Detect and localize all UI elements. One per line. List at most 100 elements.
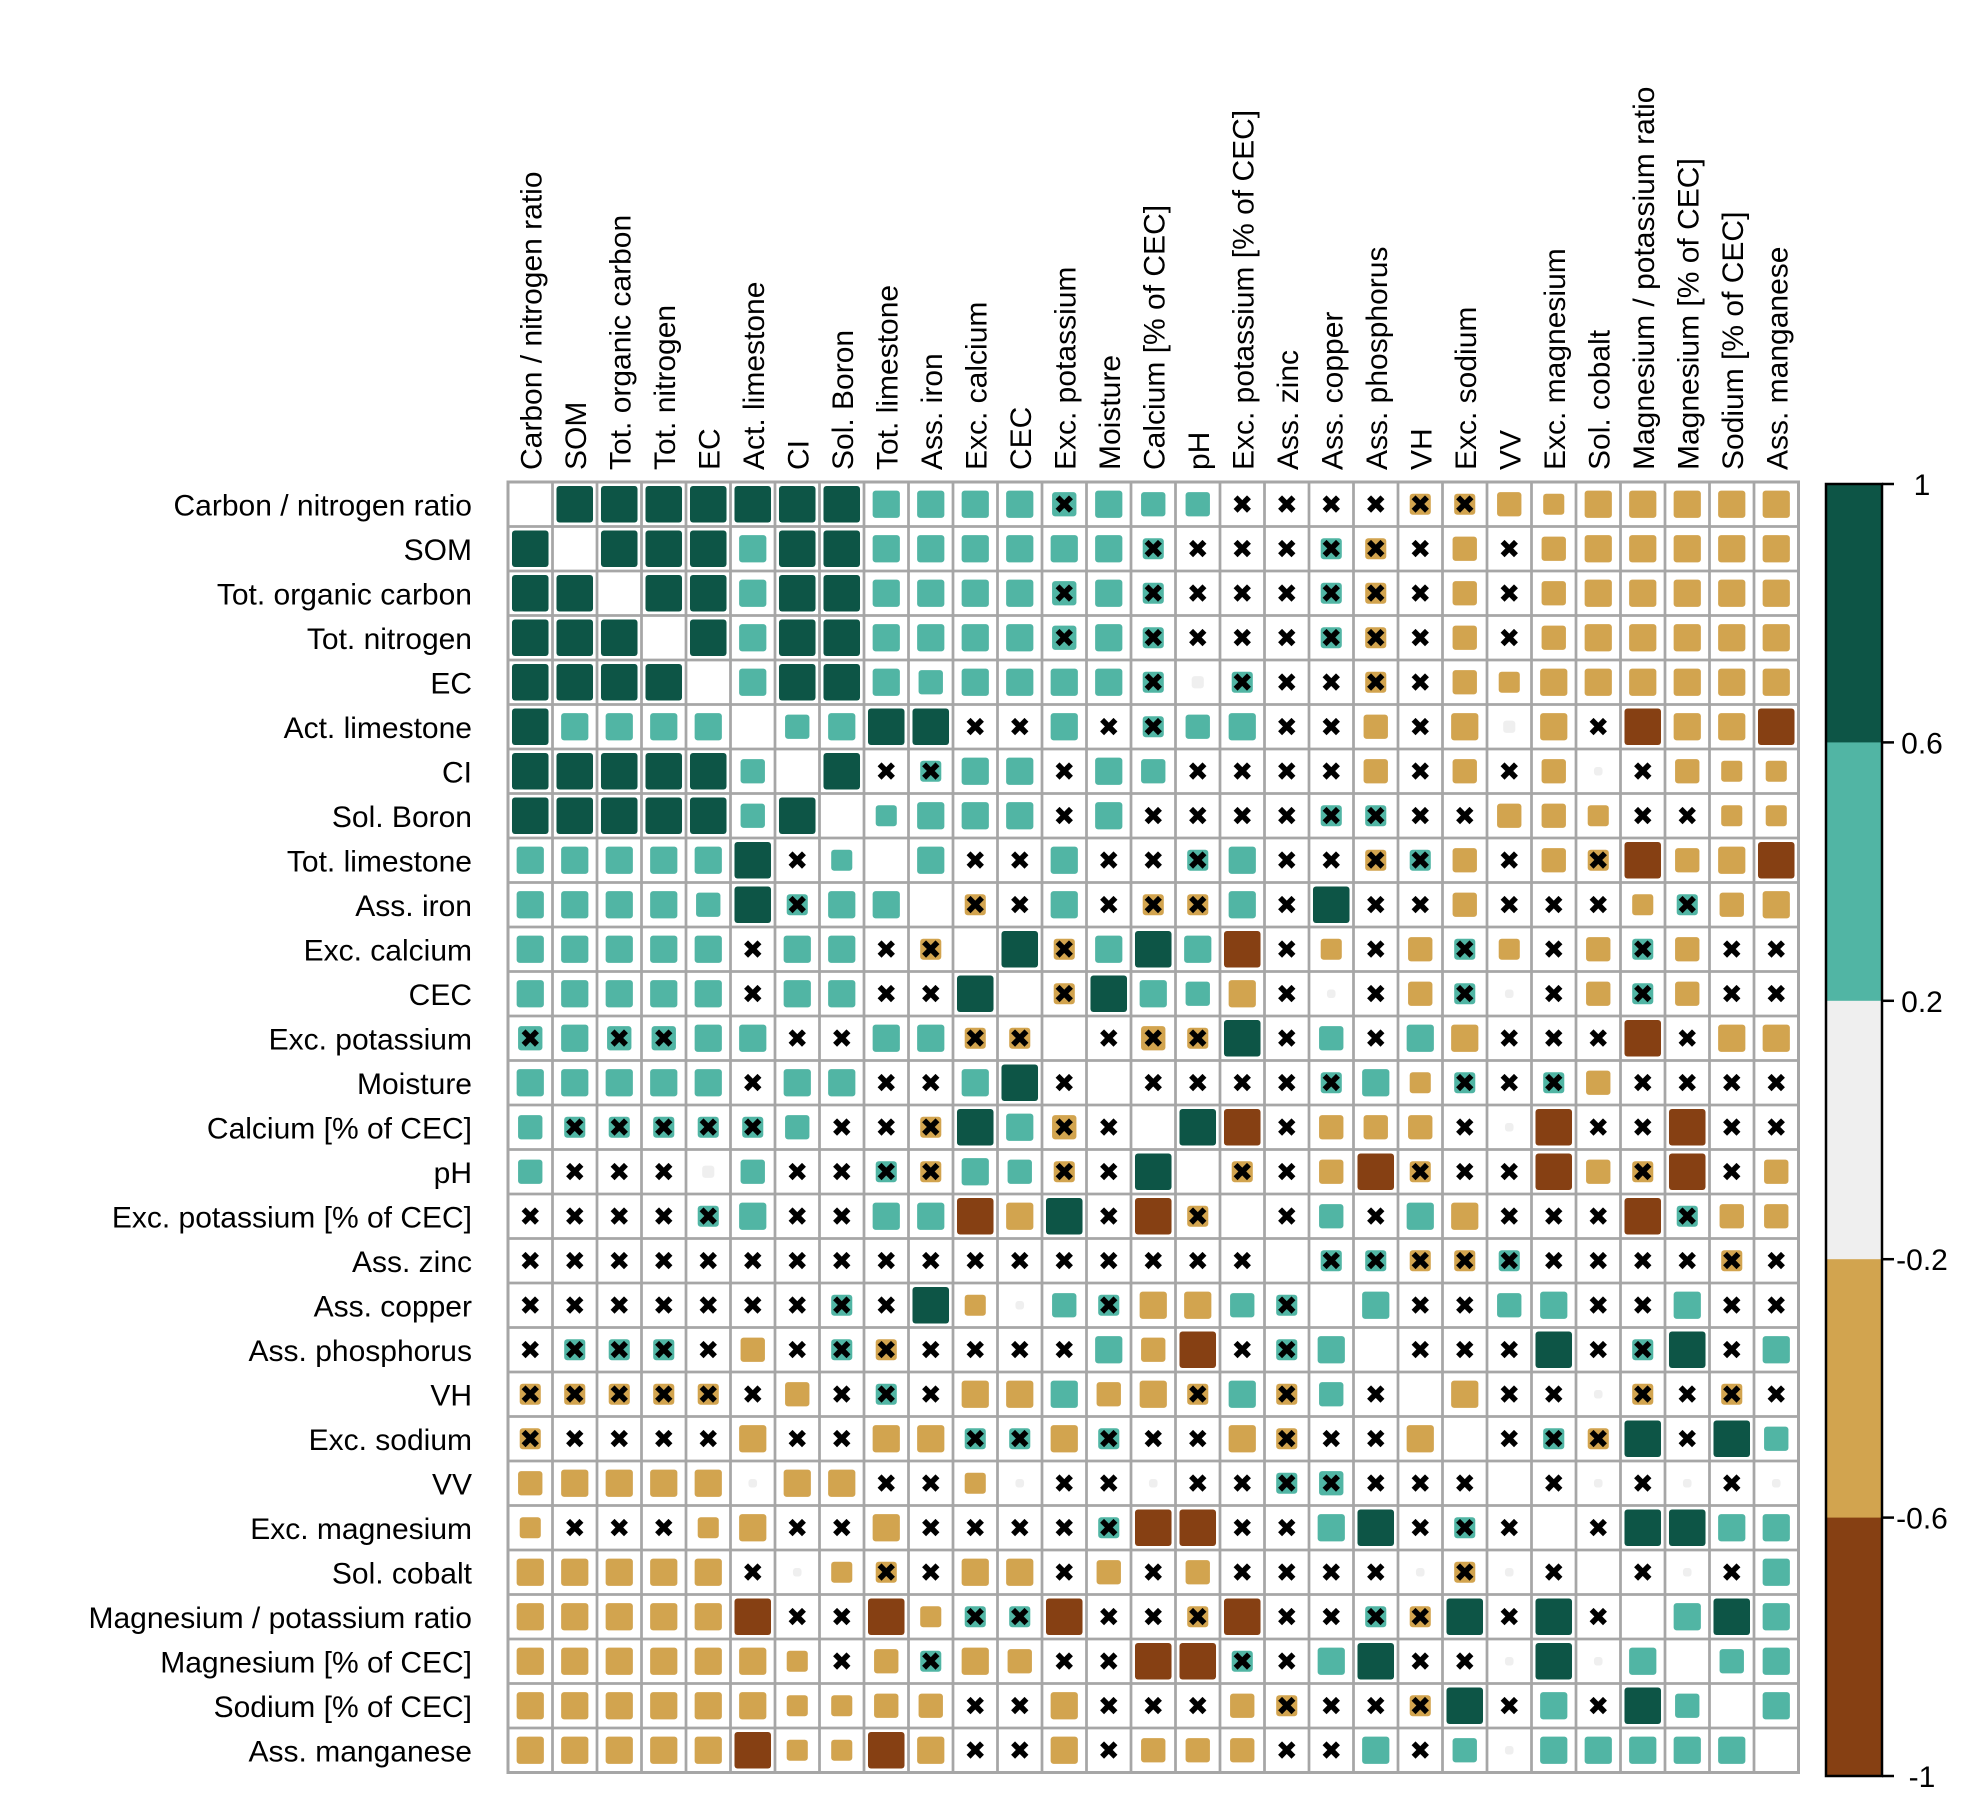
cell-square <box>956 1108 994 1146</box>
cell-square <box>1685 1080 1690 1085</box>
cell-square <box>1006 668 1034 696</box>
cell-square <box>1729 1347 1734 1352</box>
row-label: Exc. potassium <box>269 1023 472 1056</box>
significance-mark: ✖ <box>1632 756 1654 786</box>
significance-mark: ✖ <box>1365 1424 1387 1454</box>
cell-square <box>605 1647 633 1675</box>
cell-square <box>918 1693 943 1718</box>
significance-mark: ✖ <box>1721 1157 1743 1187</box>
significance-mark: ✖ <box>1187 1068 1209 1098</box>
cell-square <box>650 1736 678 1764</box>
cell-square <box>1596 1347 1601 1352</box>
cell-square <box>740 1159 765 1184</box>
cell-square <box>1454 938 1476 960</box>
cell-square <box>1017 1258 1022 1263</box>
significance-mark: ✖ <box>964 845 986 875</box>
cell-square <box>1053 938 1075 960</box>
cell-square <box>1284 769 1289 774</box>
significance-mark: ✖ <box>1409 1735 1431 1765</box>
significance-mark: ✖ <box>1098 712 1120 742</box>
cell-square <box>1090 975 1128 1013</box>
cell-square <box>1228 713 1256 741</box>
significance-mark: ✖ <box>608 1157 630 1187</box>
significance-mark: ✖ <box>1231 756 1253 786</box>
significance-mark: ✖ <box>742 979 764 1009</box>
cell-square <box>795 1214 800 1219</box>
significance-mark: ✖ <box>1053 756 1075 786</box>
cell-square <box>828 713 856 741</box>
significance-mark: ✖ <box>1721 1112 1743 1142</box>
cell-square <box>1187 1205 1209 1227</box>
cell-square <box>1007 1649 1032 1674</box>
cell-square <box>823 485 861 523</box>
col-label: Exc. potassium [% of CEC] <box>1227 110 1260 470</box>
cell-square <box>1596 1214 1601 1219</box>
cell-square <box>1006 802 1034 830</box>
cell-square <box>1497 803 1522 828</box>
significance-mark: ✖ <box>1498 890 1520 920</box>
cell-square <box>694 1558 722 1586</box>
cell-square <box>1415 1567 1425 1577</box>
significance-mark: ✖ <box>1187 845 1209 875</box>
significance-mark: ✖ <box>1231 1513 1253 1543</box>
significance-mark: ✖ <box>1098 1513 1120 1543</box>
cell-square <box>689 530 727 568</box>
cell-square <box>1543 1428 1565 1450</box>
cell-square <box>786 1650 808 1672</box>
cell-square <box>1507 1614 1512 1619</box>
cell-square <box>1596 1303 1601 1308</box>
cell-square <box>1551 991 1556 996</box>
significance-mark: ✖ <box>1765 1068 1787 1098</box>
cell-square <box>1139 980 1167 1008</box>
significance-mark: ✖ <box>653 1290 675 1320</box>
cell-square <box>1668 1509 1706 1547</box>
cell-square <box>1284 1214 1289 1219</box>
cell-square <box>645 574 683 612</box>
col-label: Ass. phosphorus <box>1361 247 1394 470</box>
significance-mark: ✖ <box>920 1646 942 1676</box>
significance-mark: ✖ <box>1187 1468 1209 1498</box>
cell-square <box>1052 581 1077 606</box>
cell-square <box>1507 1347 1512 1352</box>
significance-mark: ✖ <box>608 1513 630 1543</box>
significance-mark: ✖ <box>1409 1246 1431 1276</box>
significance-mark: ✖ <box>742 1112 764 1142</box>
significance-mark: ✖ <box>875 1068 897 1098</box>
cell-square <box>1095 579 1123 607</box>
cell-square <box>831 1695 853 1717</box>
significance-mark: ✖ <box>697 1335 719 1365</box>
significance-mark: ✖ <box>920 1112 942 1142</box>
cell-square <box>1762 579 1790 607</box>
significance-mark: ✖ <box>1365 1023 1387 1053</box>
cell-square <box>572 1258 577 1263</box>
cell-square <box>1629 579 1657 607</box>
cell-square <box>1418 680 1423 685</box>
cell-square <box>1551 1481 1556 1486</box>
cell-square <box>1640 1481 1645 1486</box>
cell-square <box>1329 1703 1334 1708</box>
significance-mark: ✖ <box>920 1557 942 1587</box>
cell-square <box>1640 813 1645 818</box>
cell-square <box>1009 1428 1031 1450</box>
significance-mark: ✖ <box>1454 1646 1476 1676</box>
cell-square <box>1673 490 1701 518</box>
cell-square <box>617 1214 622 1219</box>
significance-mark: ✖ <box>1543 1468 1565 1498</box>
cell-square <box>1452 848 1477 873</box>
significance-mark: ✖ <box>875 1290 897 1320</box>
significance-mark: ✖ <box>1543 1424 1565 1454</box>
cell-square <box>1452 670 1477 695</box>
cell-square <box>884 769 889 774</box>
cell-square <box>653 1116 675 1138</box>
cell-square <box>694 980 722 1008</box>
cell-square <box>1062 813 1067 818</box>
significance-mark: ✖ <box>653 1112 675 1142</box>
cell-square <box>1015 1478 1025 1488</box>
significance-mark: ✖ <box>1676 1023 1698 1053</box>
cell-square <box>1228 980 1256 1008</box>
significance-mark: ✖ <box>742 1068 764 1098</box>
cell-square <box>528 1303 533 1308</box>
cell-square <box>792 1567 802 1577</box>
cell-square <box>1319 1471 1344 1496</box>
cell-square <box>928 1570 933 1575</box>
